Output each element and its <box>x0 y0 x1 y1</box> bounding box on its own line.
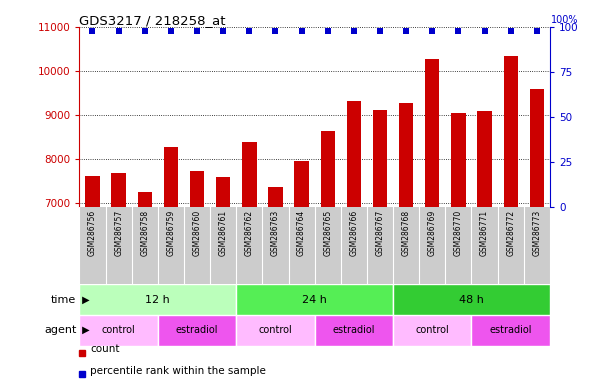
Text: GSM286769: GSM286769 <box>428 210 437 256</box>
Text: count: count <box>90 344 120 354</box>
Text: GSM286772: GSM286772 <box>506 210 515 256</box>
Bar <box>503 56 518 207</box>
Bar <box>393 284 550 315</box>
Text: GSM286765: GSM286765 <box>323 210 332 256</box>
Text: GSM286763: GSM286763 <box>271 210 280 256</box>
Text: 24 h: 24 h <box>302 295 327 305</box>
Text: GSM286756: GSM286756 <box>88 210 97 256</box>
Text: GSM286759: GSM286759 <box>166 210 175 256</box>
Text: estradiol: estradiol <box>176 325 218 335</box>
Bar <box>472 315 550 346</box>
Text: 100%: 100% <box>551 15 578 25</box>
Text: GSM286758: GSM286758 <box>141 210 149 256</box>
Text: GSM286761: GSM286761 <box>219 210 228 256</box>
Bar <box>236 315 315 346</box>
Bar <box>111 173 126 207</box>
Bar <box>137 192 152 207</box>
Bar <box>79 284 236 315</box>
Text: GDS3217 / 218258_at: GDS3217 / 218258_at <box>79 14 226 27</box>
Text: 12 h: 12 h <box>145 295 170 305</box>
Text: control: control <box>415 325 449 335</box>
Bar <box>321 131 335 207</box>
Bar <box>452 113 466 207</box>
Text: GSM286767: GSM286767 <box>376 210 384 256</box>
Bar <box>216 177 230 207</box>
Text: GSM286757: GSM286757 <box>114 210 123 256</box>
Text: control: control <box>258 325 292 335</box>
Bar <box>86 175 100 207</box>
Text: GSM286762: GSM286762 <box>245 210 254 256</box>
Bar <box>242 142 257 207</box>
Bar <box>268 187 283 207</box>
Bar <box>164 147 178 207</box>
Text: 48 h: 48 h <box>459 295 484 305</box>
Bar <box>190 171 204 207</box>
Bar <box>393 315 472 346</box>
Text: GSM286770: GSM286770 <box>454 210 463 256</box>
Text: estradiol: estradiol <box>332 325 375 335</box>
Bar <box>530 89 544 207</box>
Text: estradiol: estradiol <box>489 325 532 335</box>
Text: agent: agent <box>44 325 76 335</box>
Text: GSM286773: GSM286773 <box>532 210 541 256</box>
Bar <box>425 59 439 207</box>
Bar <box>295 161 309 207</box>
Bar <box>346 101 361 207</box>
Text: GSM286766: GSM286766 <box>349 210 359 256</box>
Bar <box>399 103 413 207</box>
Text: GSM286771: GSM286771 <box>480 210 489 256</box>
Text: ▶: ▶ <box>79 295 89 305</box>
Bar <box>477 111 492 207</box>
Text: GSM286768: GSM286768 <box>401 210 411 256</box>
Bar <box>236 284 393 315</box>
Text: time: time <box>51 295 76 305</box>
Text: GSM286764: GSM286764 <box>297 210 306 256</box>
Bar <box>315 315 393 346</box>
Text: GSM286760: GSM286760 <box>192 210 202 256</box>
Bar <box>158 315 236 346</box>
Bar <box>373 110 387 207</box>
Text: ▶: ▶ <box>79 325 89 335</box>
Text: control: control <box>102 325 136 335</box>
Bar <box>79 315 158 346</box>
Text: percentile rank within the sample: percentile rank within the sample <box>90 366 266 376</box>
